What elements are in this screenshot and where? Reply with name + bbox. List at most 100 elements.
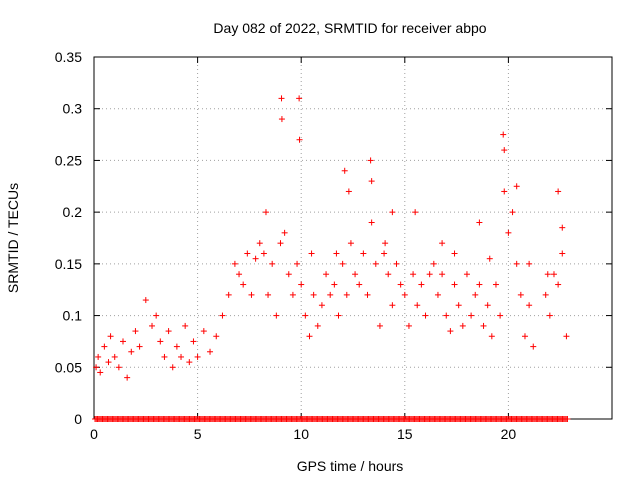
data-point xyxy=(368,178,375,185)
data-point xyxy=(262,209,269,216)
data-point xyxy=(434,291,441,298)
data-point xyxy=(497,312,504,319)
data-point xyxy=(443,312,450,319)
y-tick-label: 0.05 xyxy=(55,359,82,375)
data-point xyxy=(149,322,156,329)
data-point xyxy=(296,136,303,143)
data-point xyxy=(447,328,454,335)
data-point xyxy=(169,364,176,371)
data-points xyxy=(92,95,571,422)
y-tick-label: 0.2 xyxy=(63,204,83,220)
data-point xyxy=(182,322,189,329)
data-point xyxy=(389,209,396,216)
data-point xyxy=(343,291,350,298)
data-point xyxy=(335,312,342,319)
data-point xyxy=(544,271,551,278)
data-point xyxy=(546,312,553,319)
data-point xyxy=(93,364,100,371)
data-point xyxy=(412,209,419,216)
data-point xyxy=(555,188,562,195)
data-point xyxy=(252,255,259,262)
data-point xyxy=(410,271,417,278)
data-point xyxy=(368,219,375,226)
data-point xyxy=(236,271,243,278)
data-point xyxy=(517,291,524,298)
data-point xyxy=(277,240,284,247)
data-point xyxy=(200,328,207,335)
grid xyxy=(94,57,612,419)
data-point xyxy=(296,95,303,102)
data-point xyxy=(426,271,433,278)
data-point xyxy=(285,271,292,278)
data-point xyxy=(505,229,512,236)
data-point xyxy=(231,260,238,267)
data-point xyxy=(339,260,346,267)
data-point xyxy=(526,302,533,309)
data-point xyxy=(385,271,392,278)
plot-frame xyxy=(93,56,613,420)
x-tick-label: 15 xyxy=(397,426,413,442)
chart-title: Day 082 of 2022, SRMTID for receiver abp… xyxy=(213,20,486,36)
data-point xyxy=(153,312,160,319)
data-point xyxy=(333,250,340,257)
data-point xyxy=(260,250,267,257)
data-point xyxy=(244,250,251,257)
y-tick-label: 0 xyxy=(74,411,82,427)
data-point xyxy=(405,322,412,329)
data-point xyxy=(397,281,404,288)
y-tick-label: 0.1 xyxy=(63,308,83,324)
data-point xyxy=(323,271,330,278)
data-point xyxy=(178,353,185,360)
y-tick-label: 0.35 xyxy=(55,49,82,65)
data-point xyxy=(302,312,309,319)
data-point xyxy=(455,302,462,309)
data-point xyxy=(318,302,325,309)
data-point xyxy=(294,260,301,267)
data-point xyxy=(331,281,338,288)
data-point xyxy=(219,312,226,319)
data-point xyxy=(476,281,483,288)
data-point xyxy=(248,291,255,298)
x-tick-label: 20 xyxy=(501,426,517,442)
data-point xyxy=(389,302,396,309)
y-tick-label: 0.15 xyxy=(55,256,82,272)
x-tick-label: 5 xyxy=(194,426,202,442)
data-point xyxy=(111,353,118,360)
data-point xyxy=(120,338,127,345)
data-point xyxy=(173,343,180,350)
data-point xyxy=(289,291,296,298)
data-point xyxy=(136,343,143,350)
data-point xyxy=(418,281,425,288)
data-point xyxy=(256,240,263,247)
data-point xyxy=(265,291,272,298)
data-point xyxy=(364,291,371,298)
data-point xyxy=(356,281,363,288)
data-point xyxy=(530,343,537,350)
data-point xyxy=(484,302,491,309)
data-point xyxy=(128,348,135,355)
data-point xyxy=(459,322,466,329)
data-point xyxy=(95,353,102,360)
data-point xyxy=(393,260,400,267)
zero-point xyxy=(564,416,571,422)
data-point xyxy=(414,302,421,309)
data-point xyxy=(132,328,139,335)
data-point xyxy=(207,348,214,355)
x-tick-label: 10 xyxy=(293,426,309,442)
data-point xyxy=(225,291,232,298)
data-point xyxy=(190,338,197,345)
data-point xyxy=(341,167,348,174)
data-point xyxy=(273,312,280,319)
data-point xyxy=(314,322,321,329)
data-point xyxy=(281,229,288,236)
y-axis-label: SRMTID / TECUs xyxy=(5,183,21,293)
axis-ticks: 0 5 10 15 20 0 0.05 0.1 0.15 0.2 0.25 0.3 0.35 xyxy=(55,49,612,442)
data-point xyxy=(468,312,475,319)
data-point xyxy=(345,188,352,195)
data-point xyxy=(352,271,359,278)
data-point xyxy=(422,312,429,319)
data-point xyxy=(521,333,528,340)
data-point xyxy=(563,333,570,340)
data-point xyxy=(472,291,479,298)
